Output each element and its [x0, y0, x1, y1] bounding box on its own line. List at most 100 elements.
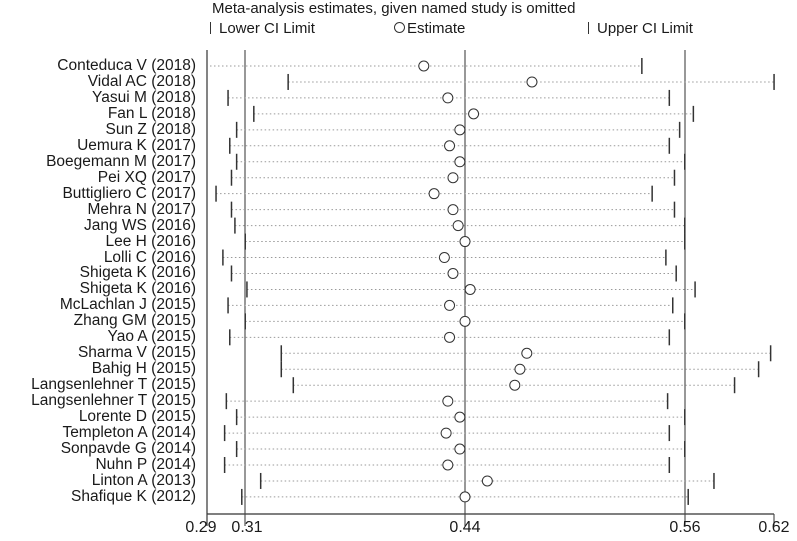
- estimate-marker: [440, 427, 452, 439]
- study-row: [235, 121, 681, 138]
- study-label: Shafique K (2012): [71, 487, 196, 505]
- study-row: [244, 233, 686, 250]
- study-label: Templeton A (2014): [62, 424, 196, 442]
- study-label: Sharma V (2015): [77, 344, 196, 362]
- estimate-marker: [526, 76, 538, 88]
- study-row: [230, 201, 676, 218]
- study-row: [229, 329, 671, 346]
- study-row: [222, 249, 667, 266]
- study-label: Pei XQ (2017): [97, 168, 196, 186]
- x-tick-label: 0.62: [758, 519, 790, 536]
- study-row: [259, 472, 715, 489]
- study-label: Vidal AC (2018): [87, 72, 196, 90]
- study-row: [227, 89, 671, 106]
- study-label: Sun Z (2018): [105, 120, 196, 138]
- estimate-marker: [447, 204, 459, 216]
- estimate-marker: [428, 188, 440, 200]
- legend-upper-ci-label: Upper CI Limit: [597, 20, 693, 37]
- study-row: [229, 137, 671, 154]
- x-tick-label: 0.44: [449, 519, 481, 536]
- estimate-marker: [418, 60, 430, 72]
- study-label: Langsenlehner T (2015): [31, 392, 196, 410]
- study-row: [246, 281, 696, 298]
- study-rows: [210, 58, 775, 505]
- study-row: [280, 345, 772, 362]
- study-label: Nuhn P (2014): [95, 456, 196, 473]
- estimate-marker: [454, 124, 466, 136]
- study-row: [235, 441, 686, 458]
- study-label: Lee H (2016): [105, 232, 196, 250]
- study-row: [230, 265, 677, 282]
- estimate-marker: [444, 331, 456, 343]
- study-labels: Conteduca V (2018) Vidal AC (2018) Yasui M…: [0, 0, 196, 541]
- estimate-marker: [514, 363, 526, 375]
- study-label: Sonpavde G (2014): [60, 440, 196, 458]
- legend-lower-ci-label: Lower CI Limit: [219, 20, 315, 37]
- study-label: Uemura K (2017): [77, 136, 196, 154]
- legend-lower-ci: Lower CI Limit: [210, 20, 315, 37]
- x-tick-label: 0.31: [231, 519, 263, 536]
- estimate-marker: [442, 92, 454, 104]
- study-row: [215, 185, 653, 202]
- study-label: Bahig H (2015): [91, 360, 196, 378]
- legend-upper-ci: Upper CI Limit: [588, 20, 693, 37]
- axes: [206, 50, 775, 526]
- estimate-marker: [454, 156, 466, 168]
- x-tick-label: 0.29: [185, 519, 217, 536]
- estimate-marker: [464, 283, 476, 295]
- estimate-marker: [438, 252, 450, 264]
- estimate-marker: [454, 443, 466, 455]
- study-label: Buttigliero C (2017): [62, 184, 196, 202]
- chart-title: Meta-analysis estimates, given named stu…: [212, 0, 576, 17]
- estimate-marker: [454, 411, 466, 423]
- study-row: [280, 361, 760, 378]
- study-row: [230, 169, 676, 186]
- x-tick-label: 0.56: [669, 519, 701, 536]
- study-label: Yasui M (2018): [92, 88, 196, 106]
- study-label: Shigeta K (2016): [79, 264, 196, 282]
- legend-estimate-label: Estimate: [407, 20, 466, 37]
- study-row: [234, 217, 686, 234]
- lower-ci-tick-icon: [210, 22, 211, 34]
- study-row: [253, 105, 695, 122]
- estimate-marker: [444, 140, 456, 152]
- study-label: Zhang GM (2015): [73, 312, 196, 330]
- study-label: Mehra N (2017): [87, 200, 196, 218]
- study-row: [235, 409, 686, 426]
- upper-ci-tick-icon: [588, 22, 589, 34]
- study-label: Jang WS (2016): [84, 216, 196, 234]
- estimate-circle-icon: [394, 22, 405, 33]
- estimate-marker: [447, 267, 459, 279]
- study-row: [292, 377, 736, 394]
- study-label: Boegemann M (2017): [46, 152, 196, 170]
- estimate-marker: [509, 379, 521, 391]
- study-row: [225, 393, 669, 410]
- study-label: McLachlan J (2015): [59, 296, 196, 314]
- study-label: Yao A (2015): [107, 328, 196, 346]
- study-row: [287, 73, 775, 90]
- estimate-marker: [459, 315, 471, 327]
- study-label: Shigeta K (2016): [79, 280, 196, 298]
- estimate-marker: [442, 395, 454, 407]
- study-label: Linton A (2013): [91, 471, 196, 489]
- study-label: Lorente D (2015): [78, 408, 196, 426]
- study-row: [223, 425, 671, 442]
- estimate-marker: [459, 491, 471, 503]
- study-row: [227, 297, 674, 314]
- legend-estimate: Estimate: [394, 20, 465, 37]
- study-label: Conteduca V (2018): [57, 57, 196, 74]
- study-row: [223, 457, 671, 473]
- study-label: Lolli C (2016): [103, 248, 196, 266]
- estimate-marker: [459, 236, 471, 248]
- study-row: [244, 313, 686, 330]
- study-row: [235, 153, 686, 170]
- estimate-marker: [452, 220, 464, 232]
- estimate-marker: [444, 299, 456, 311]
- study-row: [210, 58, 643, 74]
- estimate-marker: [468, 108, 480, 120]
- estimate-marker: [442, 459, 454, 471]
- estimate-marker: [481, 475, 493, 487]
- estimate-marker: [521, 347, 533, 359]
- study-label: Fan L (2018): [107, 104, 196, 122]
